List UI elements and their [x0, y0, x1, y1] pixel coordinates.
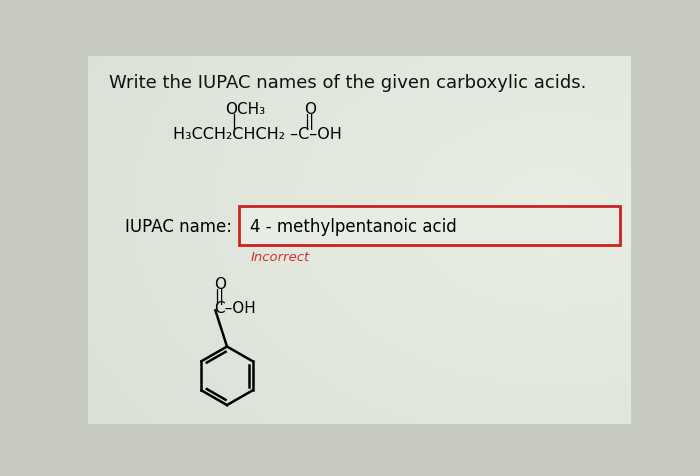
Text: |: | [231, 114, 236, 130]
Text: H₃CCH₂CHCH₂ –C–OH: H₃CCH₂CHCH₂ –C–OH [173, 126, 342, 141]
Text: C–OH: C–OH [214, 301, 256, 316]
Text: ||: || [304, 114, 315, 130]
Text: IUPAC name:: IUPAC name: [125, 217, 232, 235]
Text: OCH₃: OCH₃ [225, 102, 265, 117]
Text: O: O [304, 102, 316, 117]
Text: Write the IUPAC names of the given carboxylic acids.: Write the IUPAC names of the given carbo… [109, 74, 587, 92]
Text: Incorrect: Incorrect [251, 250, 309, 263]
Text: O: O [214, 276, 226, 291]
Text: ||: || [214, 288, 224, 304]
FancyBboxPatch shape [239, 207, 620, 245]
Text: 4 - methylpentanoic acid: 4 - methylpentanoic acid [251, 217, 457, 235]
